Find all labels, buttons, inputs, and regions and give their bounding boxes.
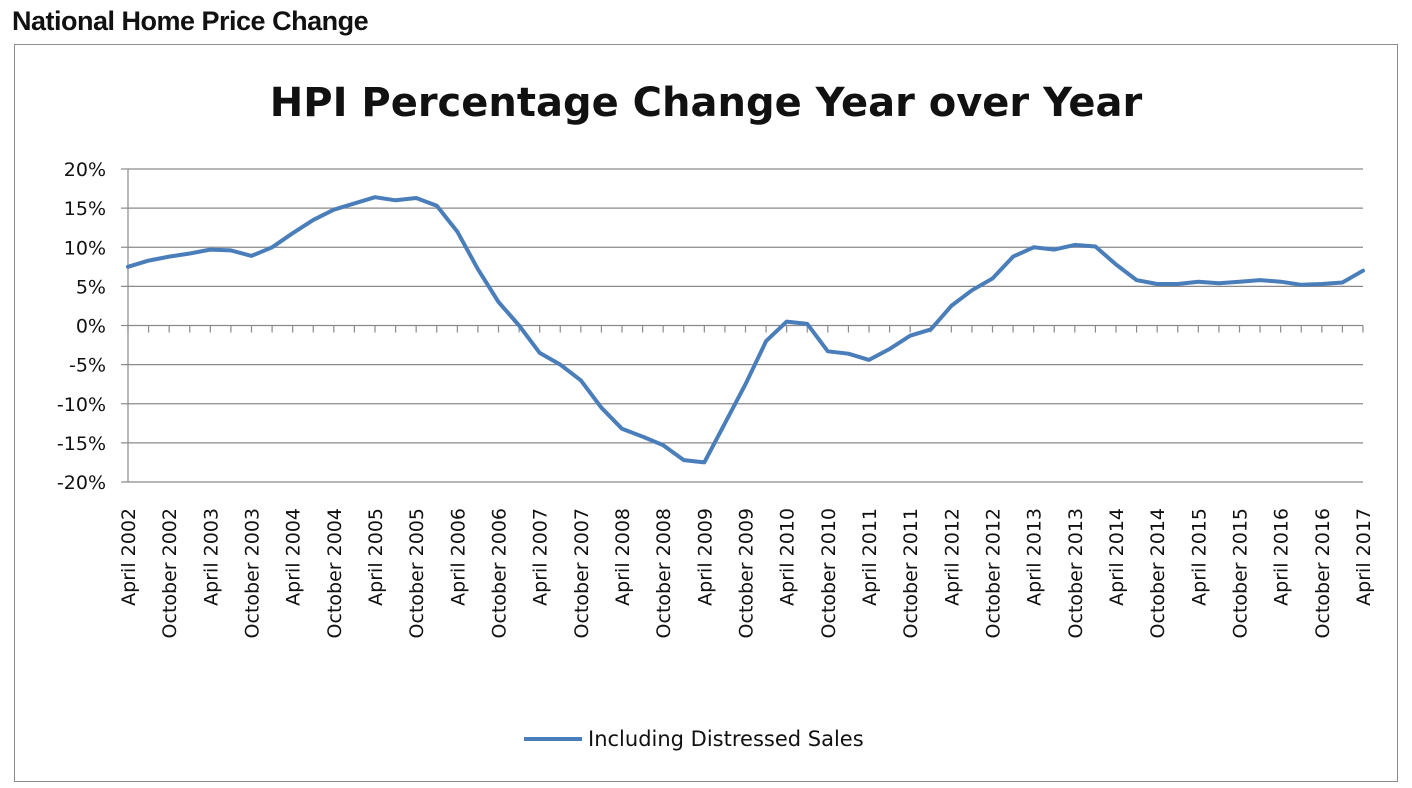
x-tick-label: April 2016 bbox=[1271, 508, 1293, 606]
y-tick-label: -5% bbox=[69, 355, 106, 377]
x-tick-label: October 2013 bbox=[1065, 508, 1087, 638]
x-tick-label: April 2014 bbox=[1106, 508, 1128, 606]
series-line-including-distressed-sales bbox=[126, 195, 1365, 465]
legend: Including Distressed Sales bbox=[524, 727, 864, 751]
x-tick-label: April 2008 bbox=[612, 508, 634, 606]
y-tick-label: 5% bbox=[76, 276, 106, 298]
x-axis-labels: April 2002 October 2002 April 2003 October … bbox=[118, 508, 1375, 638]
chart-frame bbox=[14, 44, 1398, 782]
x-tick-label: April 2007 bbox=[530, 508, 552, 606]
x-tick-label: October 2004 bbox=[324, 508, 346, 638]
x-tick-label: October 2014 bbox=[1147, 508, 1169, 638]
x-tick-label: April 2015 bbox=[1188, 508, 1210, 606]
x-tick-label: October 2016 bbox=[1312, 508, 1334, 638]
y-tick-label: 20% bbox=[64, 159, 106, 181]
y-tick-label: -15% bbox=[57, 433, 106, 455]
x-tick-label: October 2008 bbox=[653, 508, 675, 638]
legend-label: Including Distressed Sales bbox=[588, 727, 864, 751]
axes bbox=[121, 168, 1364, 483]
y-axis-labels: 20% 15% 10% 5% 0% -5% -10% -15% -20% bbox=[57, 159, 106, 494]
x-tick-label: October 2005 bbox=[406, 508, 428, 638]
y-tick-label: 15% bbox=[64, 198, 106, 220]
x-tick-label: April 2004 bbox=[283, 508, 305, 606]
x-tick-label: April 2012 bbox=[941, 508, 963, 606]
x-tick-label: October 2009 bbox=[736, 508, 758, 638]
x-tick-label: October 2003 bbox=[242, 508, 264, 638]
chart-title: HPI Percentage Change Year over Year bbox=[270, 80, 1143, 126]
x-tick-label: October 2012 bbox=[983, 508, 1005, 638]
x-tick-label: April 2009 bbox=[694, 508, 716, 606]
y-tick-label: 10% bbox=[64, 237, 106, 259]
y-tick-label: -10% bbox=[57, 394, 106, 416]
x-tick-label: October 2006 bbox=[489, 508, 511, 638]
x-tick-label: April 2005 bbox=[365, 508, 387, 606]
x-tick-label: October 2010 bbox=[818, 508, 840, 638]
x-tick-label: April 2010 bbox=[777, 508, 799, 606]
y-tick-label: 0% bbox=[76, 316, 106, 338]
x-tick-label: October 2002 bbox=[159, 508, 181, 638]
page-heading: National Home Price Change bbox=[12, 6, 369, 36]
x-tick-label: October 2011 bbox=[900, 508, 922, 638]
x-tick-label: April 2002 bbox=[118, 508, 140, 606]
x-tick-label: April 2003 bbox=[200, 508, 222, 606]
x-tick-label: April 2006 bbox=[447, 508, 469, 606]
x-tick-label: October 2015 bbox=[1230, 508, 1252, 638]
x-tick-label: April 2011 bbox=[859, 508, 881, 606]
x-tick-label: April 2017 bbox=[1353, 508, 1375, 606]
x-tick-label: October 2007 bbox=[571, 508, 593, 638]
x-tick-label: April 2013 bbox=[1024, 508, 1046, 606]
y-tick-label: -20% bbox=[57, 472, 106, 494]
